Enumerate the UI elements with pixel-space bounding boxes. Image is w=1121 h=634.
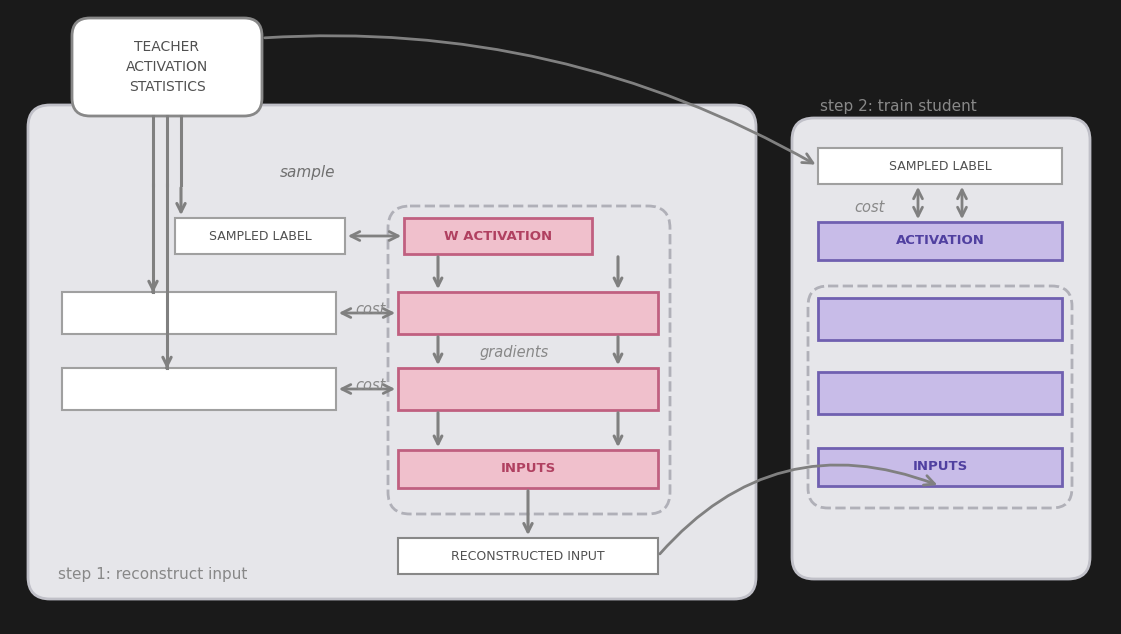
Bar xyxy=(398,538,658,574)
Bar xyxy=(818,448,1062,486)
Text: ACTIVATION: ACTIVATION xyxy=(896,235,984,247)
Bar xyxy=(398,368,658,410)
Bar xyxy=(818,298,1062,340)
Bar xyxy=(62,368,336,410)
Text: sample: sample xyxy=(280,164,335,179)
Text: step 1: reconstruct input: step 1: reconstruct input xyxy=(58,567,248,583)
Bar xyxy=(818,372,1062,414)
Text: RECONSTRUCTED INPUT: RECONSTRUCTED INPUT xyxy=(451,550,605,562)
Text: TEACHER
ACTIVATION
STATISTICS: TEACHER ACTIVATION STATISTICS xyxy=(126,40,209,94)
Text: cost: cost xyxy=(855,200,886,216)
Bar xyxy=(398,450,658,488)
Text: INPUTS: INPUTS xyxy=(912,460,967,474)
Text: INPUTS: INPUTS xyxy=(500,462,556,476)
Text: SAMPLED LABEL: SAMPLED LABEL xyxy=(889,160,991,172)
Text: SAMPLED LABEL: SAMPLED LABEL xyxy=(209,230,312,242)
FancyBboxPatch shape xyxy=(28,105,756,599)
Bar xyxy=(398,292,658,334)
FancyArrowPatch shape xyxy=(265,36,813,163)
Bar xyxy=(818,148,1062,184)
Bar xyxy=(404,218,592,254)
FancyArrowPatch shape xyxy=(660,465,935,554)
FancyBboxPatch shape xyxy=(72,18,262,116)
Bar xyxy=(818,222,1062,260)
Bar xyxy=(62,292,336,334)
Text: W ACTIVATION: W ACTIVATION xyxy=(444,230,552,242)
FancyBboxPatch shape xyxy=(793,118,1090,579)
Text: cost: cost xyxy=(355,302,386,318)
Bar xyxy=(175,218,345,254)
Text: cost: cost xyxy=(355,378,386,394)
Text: step 2: train student: step 2: train student xyxy=(819,98,976,113)
Text: gradients: gradients xyxy=(480,344,549,359)
